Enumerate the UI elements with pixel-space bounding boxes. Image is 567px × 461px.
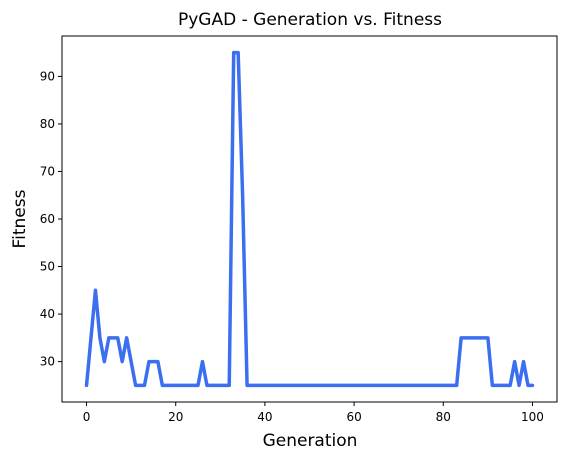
- series-line-0: [84, 50, 535, 388]
- x-tick-label: 80: [436, 410, 451, 424]
- y-tick-label: 60: [40, 212, 55, 226]
- y-tick-label: 90: [40, 69, 55, 83]
- plot-frame: [61, 35, 558, 403]
- plot-area: 0 20 40 60 80 100 30 40 50 60 70 80 90: [40, 35, 558, 424]
- x-tick-label: 60: [346, 410, 361, 424]
- x-tick-label: 100: [521, 410, 544, 424]
- y-tick-label: 80: [40, 117, 55, 131]
- y-tick-label: 50: [40, 260, 55, 274]
- y-tick-label: 70: [40, 164, 55, 178]
- chart-title: PyGAD - Generation vs. Fitness: [178, 10, 442, 30]
- x-axis-label: Generation: [263, 431, 358, 451]
- x-tick-label: 20: [168, 410, 183, 424]
- y-tick-label: 40: [40, 307, 55, 321]
- x-tick-label: 0: [83, 410, 91, 424]
- x-tick-label: 40: [257, 410, 272, 424]
- y-axis-label: Fitness: [10, 189, 30, 248]
- y-tick-label: 30: [40, 355, 55, 369]
